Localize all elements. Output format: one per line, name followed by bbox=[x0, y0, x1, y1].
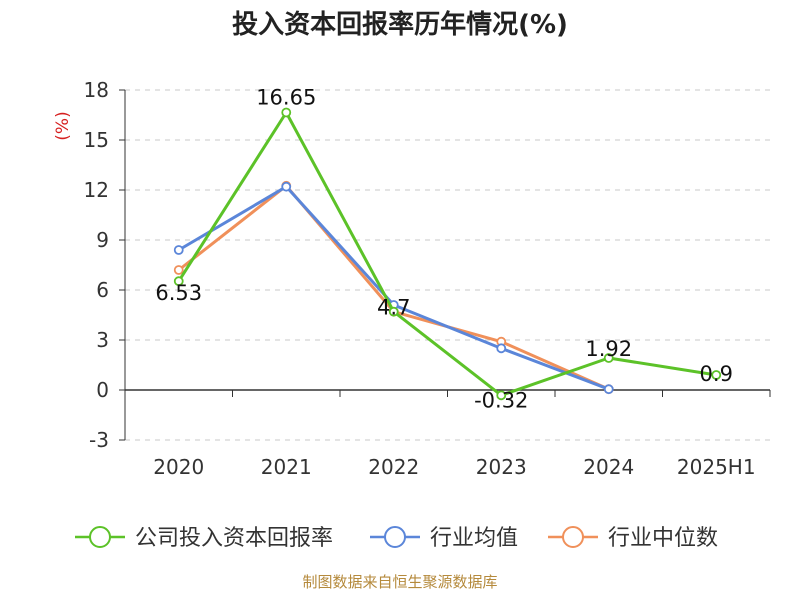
series-point bbox=[281, 181, 292, 192]
legend-marker bbox=[562, 526, 584, 548]
series-point bbox=[603, 384, 614, 395]
series-line bbox=[177, 185, 610, 391]
y-tick-label: 3 bbox=[96, 328, 109, 352]
series-point bbox=[173, 276, 184, 287]
x-tick-label: 2022 bbox=[368, 455, 419, 479]
series-point bbox=[496, 343, 507, 354]
legend-label: 行业中位数 bbox=[608, 526, 718, 551]
y-tick-label: 6 bbox=[96, 278, 109, 302]
series-line bbox=[177, 111, 717, 397]
y-tick-label: 0 bbox=[96, 378, 109, 402]
chart-title: 投入资本回报率历年情况(%) bbox=[232, 10, 568, 40]
legend-marker bbox=[89, 526, 111, 548]
y-tick-label: -3 bbox=[89, 428, 109, 452]
y-axis-label: (%) bbox=[53, 111, 73, 140]
y-tick-label: 18 bbox=[84, 78, 109, 102]
y-tick-label: 15 bbox=[84, 128, 109, 152]
y-tick-label: 9 bbox=[96, 228, 109, 252]
data-label: 0.9 bbox=[700, 362, 733, 386]
legend-label: 行业均值 bbox=[430, 526, 518, 551]
data-label: 4.7 bbox=[377, 296, 410, 320]
series-point bbox=[173, 245, 184, 255]
series-point bbox=[496, 390, 507, 401]
series-point bbox=[173, 265, 184, 275]
x-tick-label: 2021 bbox=[261, 455, 312, 479]
x-tick-label: 2025H1 bbox=[677, 455, 756, 479]
series-point bbox=[281, 107, 292, 118]
x-tick-label: 2020 bbox=[153, 455, 204, 479]
series-line bbox=[177, 184, 610, 391]
series-point bbox=[603, 353, 614, 363]
data-source-footer: 制图数据来自恒生聚源数据库 bbox=[302, 573, 498, 591]
legend-label: 公司投入资本回报率 bbox=[135, 526, 333, 551]
x-tick-label: 2024 bbox=[583, 455, 634, 479]
x-tick-label: 2023 bbox=[476, 455, 527, 479]
data-label: 16.65 bbox=[256, 86, 316, 110]
data-label: 1.92 bbox=[585, 337, 632, 361]
series-point bbox=[711, 370, 722, 380]
data-label: -0.32 bbox=[474, 388, 528, 412]
data-label: 6.53 bbox=[155, 281, 202, 305]
legend-marker bbox=[384, 526, 406, 548]
y-tick-label: 12 bbox=[84, 178, 109, 202]
series-point bbox=[388, 306, 399, 317]
